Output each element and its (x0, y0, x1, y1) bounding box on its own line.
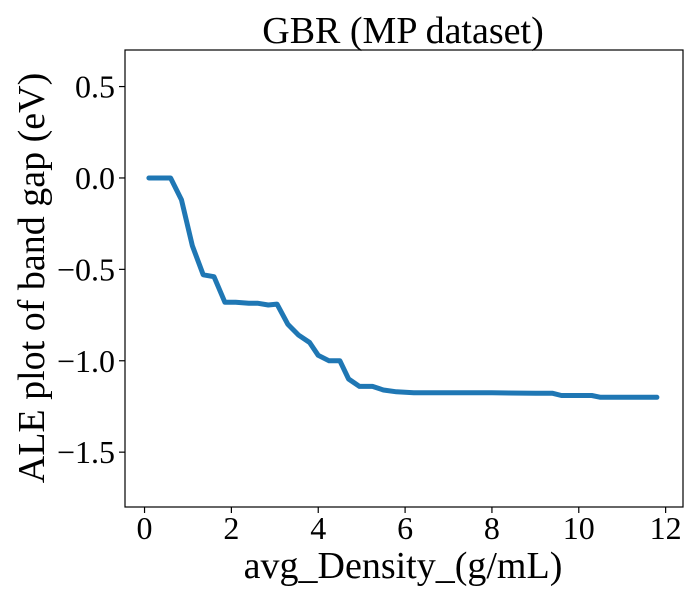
x-tick-label: 12 (650, 510, 682, 546)
y-axis-ticks: 0.5 0.0 −0.5 −1.0 −1.5 (57, 69, 125, 470)
x-tick-label: 4 (310, 510, 326, 546)
x-tick-label: 10 (563, 510, 595, 546)
series-layer (146, 175, 660, 400)
y-tick-label: 0.0 (75, 160, 115, 196)
x-tick-label: 8 (484, 510, 500, 546)
y-tick-label: −1.5 (57, 434, 115, 470)
chart-title: GBR (MP dataset) (262, 10, 543, 52)
x-axis-label: avg_Density_(g/mL) (244, 545, 563, 587)
x-axis-ticks: 0 2 4 6 8 10 12 (137, 507, 682, 546)
series-line (146, 175, 660, 400)
y-axis-label: ALE plot of band gap (eV) (11, 73, 53, 484)
x-tick-label: 2 (223, 510, 239, 546)
y-tick-label: −1.0 (57, 343, 115, 379)
y-tick-label: −0.5 (57, 251, 115, 287)
y-tick-label: 0.5 (75, 69, 115, 105)
plot-frame (124, 49, 684, 508)
x-tick-label: 6 (397, 510, 413, 546)
x-tick-label: 0 (137, 510, 153, 546)
